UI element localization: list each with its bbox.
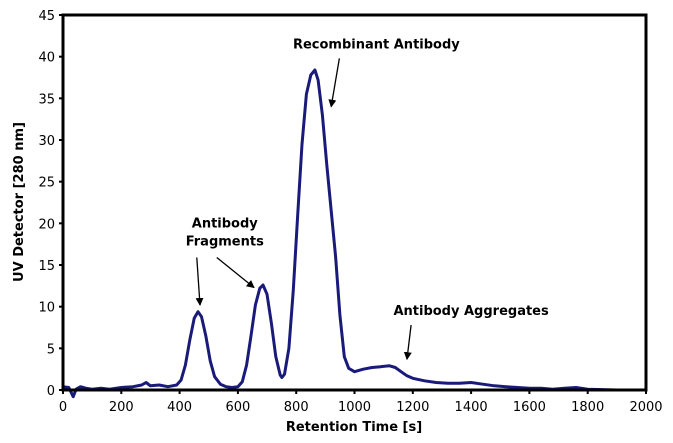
x-tick-label: 800 xyxy=(284,400,309,415)
y-axis-ticks: 0 5 10 15 20 25 30 35 40 45 xyxy=(38,9,63,399)
x-tick-label: 600 xyxy=(225,400,250,415)
y-axis-title-group: UV Detector [280 nm] xyxy=(12,122,27,282)
y-tick-label: 5 xyxy=(47,342,55,357)
x-tick-label: 1800 xyxy=(571,400,604,415)
y-axis-title: UV Detector [280 nm] xyxy=(12,122,27,282)
plot-frame xyxy=(61,13,648,392)
x-tick-label: 200 xyxy=(109,400,134,415)
x-axis-title: Retention Time [s] xyxy=(286,420,422,435)
y-tick-label: 20 xyxy=(38,217,55,232)
annotation-label: Fragments xyxy=(186,235,264,250)
annotation-arrow xyxy=(403,324,412,361)
x-tick-label: 0 xyxy=(59,400,67,415)
x-tick-label: 2000 xyxy=(629,400,662,415)
y-tick-label: 25 xyxy=(38,176,55,191)
annotations: Recombinant Antibody Antibody Fragments Ant… xyxy=(186,37,549,361)
x-tick-label: 1000 xyxy=(338,400,371,415)
annotation-label: Recombinant Antibody xyxy=(293,37,460,52)
x-tick-label: 1400 xyxy=(455,400,488,415)
x-tick-label: 400 xyxy=(167,400,192,415)
y-tick-label: 45 xyxy=(38,9,55,24)
annotation-arrow xyxy=(195,257,204,306)
annotation-arrow xyxy=(328,58,341,108)
data-series xyxy=(61,68,619,399)
series-line xyxy=(61,68,619,399)
y-tick-label: 10 xyxy=(38,301,55,316)
annotation-label: Antibody xyxy=(192,217,259,232)
x-axis-ticks: 0 200 400 600 800 1000 1200 1400 1600 1800 2000 xyxy=(59,390,663,415)
y-tick-label: 15 xyxy=(38,259,55,274)
y-tick-label: 35 xyxy=(38,92,55,107)
annotation-arrow xyxy=(216,256,255,289)
x-tick-label: 1600 xyxy=(513,400,546,415)
x-tick-label: 1200 xyxy=(396,400,429,415)
y-tick-label: 30 xyxy=(38,134,55,149)
y-tick-label: 40 xyxy=(38,51,55,66)
y-tick-label: 0 xyxy=(47,384,55,399)
annotation-label: Antibody Aggregates xyxy=(393,304,549,319)
